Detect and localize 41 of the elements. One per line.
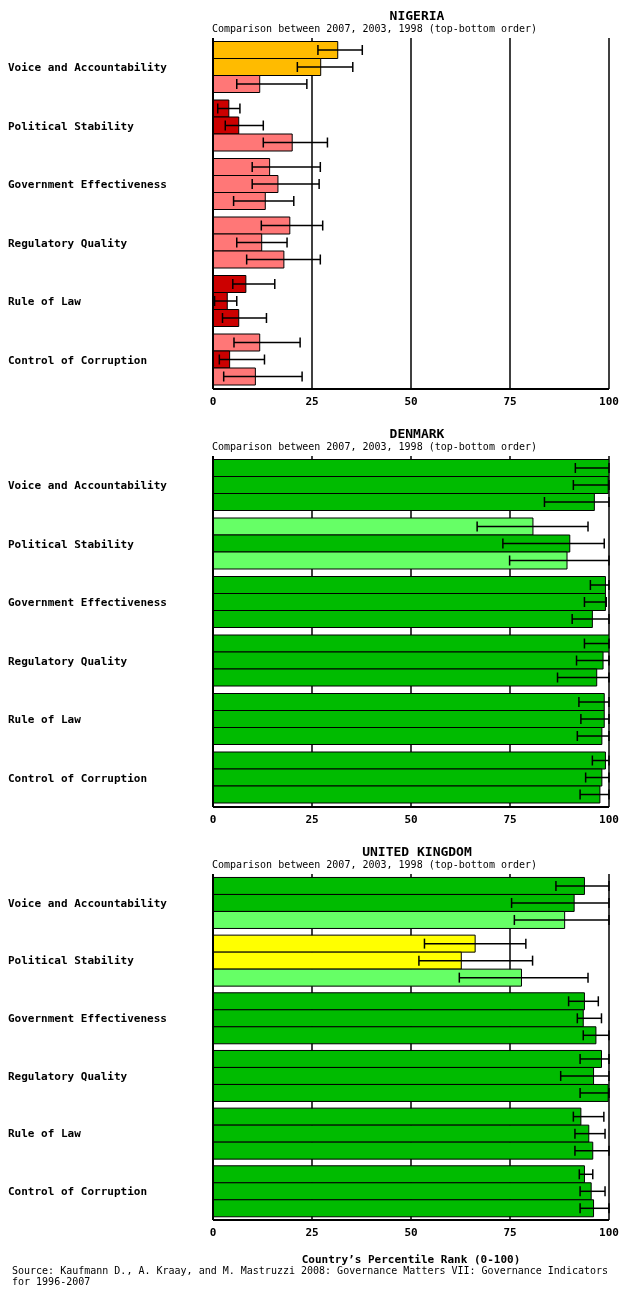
x-tick-label: 100 xyxy=(599,394,619,408)
x-tick-label: 0 xyxy=(209,812,217,826)
x-tick-label: 50 xyxy=(404,1225,418,1239)
y-tick-label: Control of Corruption xyxy=(8,1185,148,1199)
x-tick-label: 25 xyxy=(305,812,319,826)
chart-title: DENMARK xyxy=(388,426,446,441)
y-tick-label: Rule of Law xyxy=(8,295,82,309)
y-tick-label: Voice and Accountability xyxy=(8,896,168,910)
y-tick-label: Control of Corruption xyxy=(8,771,148,785)
x-tick-label: 0 xyxy=(209,394,217,408)
x-tick-label: 50 xyxy=(404,394,418,408)
y-tick-label: Regulatory Quality xyxy=(8,654,128,668)
y-tick-label: Rule of Law xyxy=(8,1127,82,1141)
x-tick-label: 75 xyxy=(503,1225,517,1239)
y-tick-label: Regulatory Quality xyxy=(8,1069,128,1083)
x-tick-label: 25 xyxy=(305,1225,319,1239)
y-tick-label: Control of Corruption xyxy=(8,353,148,367)
chart-subtitle: Comparison between 2007, 2003, 1998 (top-bottom order) xyxy=(210,859,539,870)
y-tick-label: Voice and Accountability xyxy=(8,479,168,493)
x-tick-label: 50 xyxy=(404,812,418,826)
chart-subtitle: Comparison between 2007, 2003, 1998 (top-bottom order) xyxy=(210,441,539,452)
x-tick-label: 75 xyxy=(503,812,517,826)
y-tick-label: Voice and Accountability xyxy=(8,61,168,75)
chart-subtitle: Comparison between 2007, 2003, 1998 (top-bottom order) xyxy=(210,23,539,34)
source-note: Source: Kaufmann D., A. Kraay, and M. Mastruzzi 2008: Governance Matters VII: Governance Indicators for 1996-2007 xyxy=(11,1265,610,1287)
y-tick-label: Government Effectiveness xyxy=(8,178,167,192)
chart-title: UNITED KINGDOM xyxy=(361,844,473,859)
y-tick-label: Government Effectiveness xyxy=(8,596,167,610)
y-tick-label: Rule of Law xyxy=(8,713,82,727)
y-tick-label: Political Stability xyxy=(8,954,135,968)
y-tick-label: Political Stability xyxy=(8,119,135,133)
x-tick-label: 0 xyxy=(209,1225,217,1239)
x-tick-label: 25 xyxy=(305,394,319,408)
y-tick-label: Regulatory Quality xyxy=(8,236,128,250)
x-tick-label: 100 xyxy=(599,812,619,826)
x-axis-title: Country’s Percentile Rank (0-100) xyxy=(301,1253,521,1266)
y-tick-label: Political Stability xyxy=(8,537,135,551)
y-tick-label: Government Effectiveness xyxy=(8,1012,167,1026)
chart-title: NIGERIA xyxy=(388,8,446,23)
x-tick-label: 75 xyxy=(503,394,517,408)
x-tick-label: 100 xyxy=(599,1225,619,1239)
